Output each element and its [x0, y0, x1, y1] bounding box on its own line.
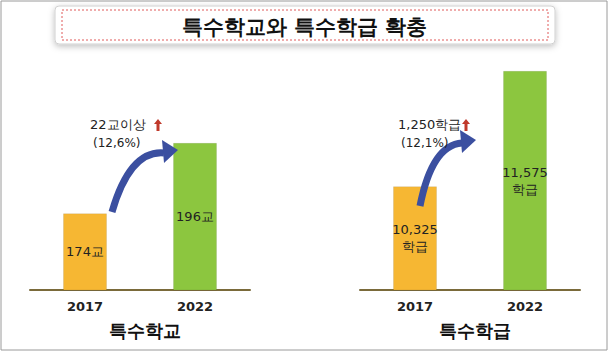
svg-text:학급: 학급	[402, 239, 428, 254]
svg-text:11,575: 11,575	[502, 165, 548, 180]
svg-text:2017: 2017	[67, 299, 103, 314]
svg-text:(12,6%): (12,6%)	[93, 136, 140, 150]
svg-text:22교이상: 22교이상	[90, 117, 146, 132]
svg-text:196교: 196교	[176, 209, 214, 224]
svg-text:1,250학급: 1,250학급	[398, 117, 461, 132]
svg-text:2022: 2022	[177, 299, 213, 314]
svg-text:특수학교와 특수학급 확충: 특수학교와 특수학급 확충	[182, 15, 428, 39]
svg-text:2017: 2017	[397, 299, 433, 314]
svg-text:10,325: 10,325	[392, 222, 438, 237]
svg-text:174교: 174교	[66, 244, 104, 259]
svg-text:(12,1%): (12,1%)	[401, 136, 448, 150]
svg-text:특수학교: 특수학교	[109, 320, 181, 341]
svg-text:학급: 학급	[512, 182, 538, 197]
svg-text:2022: 2022	[507, 299, 543, 314]
svg-text:특수학급: 특수학급	[439, 320, 511, 341]
